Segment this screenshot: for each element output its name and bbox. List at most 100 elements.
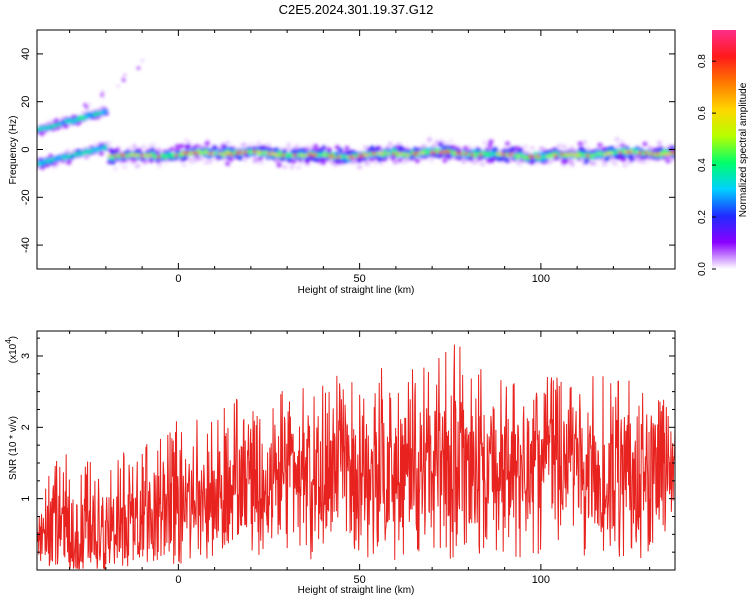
- spectrogram-cell: [442, 158, 448, 163]
- spectrogram-cell: [290, 154, 295, 158]
- spectrogram-xlabel: Height of straight line (km): [298, 285, 415, 296]
- x-tick-label: 0: [175, 574, 181, 586]
- spectrogram-cell: [371, 151, 376, 155]
- spectrogram-cell: [428, 157, 434, 162]
- spectrogram-cell: [406, 153, 411, 157]
- spectrogram-cell: [372, 160, 378, 166]
- spectrogram-cell: [590, 161, 596, 166]
- spectrogram-cell: [249, 150, 254, 154]
- spectrogram-cell: [415, 151, 419, 155]
- snr-frame: [36, 330, 676, 571]
- spectrogram-cell: [307, 152, 312, 156]
- spectrogram-cell: [259, 160, 265, 165]
- spectrogram-cell: [568, 152, 573, 156]
- spectrogram-cell: [169, 147, 175, 152]
- spectrogram-cell: [156, 155, 161, 159]
- spectrogram-cell: [339, 155, 344, 159]
- spectrogram-cell: [357, 164, 363, 170]
- spectrogram-cell: [343, 158, 348, 164]
- spectrogram-cell: [640, 154, 645, 160]
- spectrogram-cell: [204, 141, 210, 146]
- spectrogram-cell: [79, 151, 84, 155]
- spectrogram-cell: [119, 153, 123, 157]
- y-tick-label: 40: [20, 48, 32, 60]
- snr-ylabel: SNR (10 * v/v): [8, 416, 19, 480]
- spectrogram-cell: [397, 157, 403, 162]
- spectrogram-cell: [344, 145, 350, 151]
- spectrogram-cell: [620, 143, 626, 148]
- spectrogram-cell: [496, 156, 502, 162]
- snr-scale-label: (x104): [4, 336, 19, 363]
- spectrogram-cell: [609, 145, 615, 151]
- spectrogram-cell: [150, 147, 156, 153]
- spectrogram-cell: [301, 154, 306, 158]
- spectrogram-cell: [394, 151, 399, 155]
- spectrogram-cell: [351, 155, 355, 159]
- spectrogram-cell: [470, 153, 474, 157]
- spectrogram-cell: [461, 159, 467, 164]
- spectrogram-cell: [100, 93, 104, 97]
- snr-axes: 0 50 100 1 2 3: [20, 331, 675, 586]
- spectrogram-cell: [647, 145, 653, 150]
- spectrogram-cell: [162, 155, 167, 159]
- spectrogram-cell: [482, 140, 488, 145]
- spectrogram-cell: [393, 160, 399, 165]
- spectrogram-cell: [141, 144, 146, 150]
- spectrogram-cell: [374, 152, 379, 156]
- spectrogram-cell: [412, 152, 416, 156]
- spectrogram-cell: [557, 143, 562, 148]
- snr-xlabel: Height of straight line (km): [298, 585, 415, 596]
- spectrogram-cell: [615, 150, 619, 154]
- spectrogram-cell: [255, 150, 260, 154]
- spectrogram-cell: [574, 153, 579, 157]
- spectrogram-cell: [183, 155, 189, 161]
- spectrogram-cell: [87, 102, 91, 106]
- spectrogram-cell: [203, 160, 209, 165]
- spectrogram-cell: [264, 150, 268, 154]
- spectrogram-cell: [181, 162, 187, 168]
- spectrogram-cell: [400, 152, 405, 156]
- spectrogram-cell: [569, 160, 575, 165]
- spectrogram-cell: [294, 144, 300, 149]
- spectrogram-cell: [246, 150, 251, 154]
- spectrogram-cell: [296, 154, 300, 158]
- spectrogram-cell: [179, 143, 185, 149]
- spectrogram-cell: [478, 153, 483, 157]
- x-tick-label: 50: [354, 574, 366, 586]
- spectrogram-cell: [249, 142, 255, 147]
- spectrogram-cell: [597, 152, 602, 156]
- spectrogram-cell: [623, 150, 628, 154]
- spectrogram-cell: [95, 148, 100, 152]
- spectrogram-cell: [618, 151, 622, 155]
- spectrogram-cell: [332, 162, 338, 167]
- spectrogram-cell: [369, 145, 375, 151]
- spectrogram-cell: [516, 154, 521, 158]
- spectrogram-cell: [455, 151, 460, 155]
- spectrogram-cell: [362, 153, 367, 157]
- spectrogram-cell: [353, 159, 359, 164]
- spectrogram-cell: [116, 84, 120, 88]
- spectrogram-cell: [130, 153, 135, 157]
- spectrogram-cell: [225, 140, 231, 146]
- spectrogram-cell: [287, 158, 293, 163]
- spectrogram-cell: [63, 123, 69, 129]
- spectrogram-cell: [194, 151, 199, 155]
- spectrogram-cell: [505, 141, 510, 146]
- spectrogram-cell: [61, 155, 66, 160]
- spectrogram-cell: [533, 155, 538, 159]
- spectrogram-cell: [275, 153, 280, 157]
- spectrogram-cell: [163, 159, 169, 165]
- spectrogram-cell: [83, 151, 88, 155]
- spectrogram-cell: [548, 153, 553, 157]
- spectrogram-cell: [522, 149, 528, 155]
- spectrogram-cell: [667, 152, 672, 156]
- spectrogram-cell: [83, 103, 87, 107]
- spectrogram-cell: [539, 155, 544, 159]
- y-tick-label: 3: [20, 353, 32, 359]
- spectrogram-cell: [657, 140, 662, 145]
- spectrogram-cell: [461, 151, 466, 155]
- spectrogram-cell: [374, 146, 380, 152]
- spectrogram-cell: [670, 145, 675, 151]
- spectrogram-cell: [649, 152, 654, 156]
- spectrogram-cell: [328, 154, 332, 158]
